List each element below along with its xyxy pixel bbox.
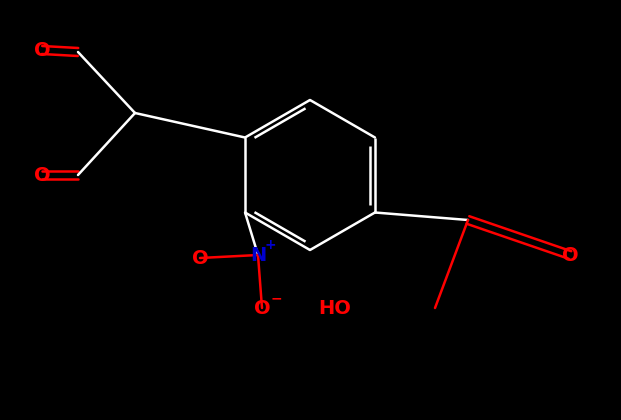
Text: +: + — [264, 238, 276, 252]
Text: O: O — [34, 40, 50, 60]
Text: O: O — [34, 165, 50, 184]
Text: N: N — [250, 246, 266, 265]
Text: HO: HO — [319, 299, 351, 318]
Text: O: O — [192, 249, 208, 268]
Text: −: − — [270, 291, 282, 305]
Text: O: O — [561, 246, 578, 265]
Text: O: O — [254, 299, 270, 318]
